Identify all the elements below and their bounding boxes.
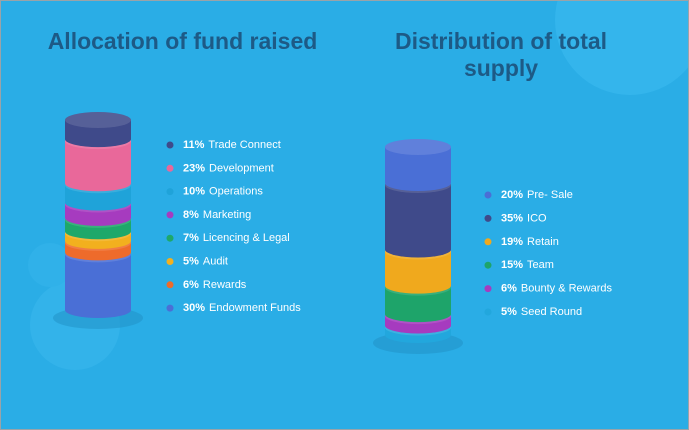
legend-label: Bounty & Rewards	[521, 283, 613, 295]
segment-highlight	[65, 112, 131, 128]
legend-label: Rewards	[203, 279, 247, 291]
legend-dot	[166, 164, 174, 172]
decor-circle	[28, 243, 72, 287]
legend-entry: 23% Development	[183, 162, 274, 174]
legend-label: Operations	[209, 186, 263, 198]
legend-value: 5%	[501, 306, 517, 318]
legend-value: 7%	[183, 232, 199, 244]
legend-entry: 7% Licencing & Legal	[183, 232, 290, 244]
legend-entry: 6% Bounty & Rewards	[501, 283, 613, 295]
legend-value: 20%	[501, 189, 523, 201]
legend-value: 35%	[501, 212, 523, 224]
legend-label: Endowment Funds	[209, 302, 301, 314]
cylinder-segment-top	[385, 139, 451, 155]
cylinder-segment-top	[65, 112, 131, 128]
legend-value: 6%	[183, 279, 199, 291]
segment-highlight	[385, 139, 451, 155]
chart-title: Distribution of total supply	[394, 28, 608, 81]
legend-label: Seed Round	[521, 306, 582, 318]
legend-label: Retain	[527, 236, 559, 248]
cylinder-segment	[65, 254, 131, 318]
legend-label: ICO	[527, 212, 547, 224]
legend-entry: 11% Trade Connect	[183, 139, 281, 151]
cylinder-segment	[385, 185, 451, 258]
legend-label: Pre- Sale	[527, 189, 573, 201]
legend-dot	[166, 258, 174, 265]
legend-entry: 15% Team	[501, 259, 554, 271]
legend-entry: 20% Pre- Sale	[501, 189, 573, 201]
legend-value: 19%	[501, 236, 523, 248]
legend-label: Licencing & Legal	[203, 232, 290, 244]
legend-label: Audit	[203, 255, 228, 267]
legend-dot	[166, 141, 174, 149]
legend-value: 15%	[501, 259, 523, 271]
legend-value: 8%	[183, 209, 199, 221]
legend-dot	[484, 261, 492, 269]
legend-value: 5%	[183, 255, 199, 267]
legend-dot	[484, 238, 492, 246]
legend-entry: 5% Audit	[183, 255, 228, 267]
legend-entry: 5% Seed Round	[501, 306, 582, 318]
legend-dot	[484, 285, 492, 293]
legend-entry: 10% Operations	[183, 186, 263, 198]
legend-dot	[484, 191, 492, 199]
legend-dot	[166, 234, 174, 242]
legend-entry: 6% Rewards	[183, 279, 247, 291]
legend-value: 30%	[183, 302, 205, 314]
legend-value: 10%	[183, 186, 205, 198]
cylinder-segment	[385, 287, 451, 323]
decor-circle	[555, 0, 689, 95]
legend-value: 6%	[501, 283, 517, 295]
legend-entry: 19% Retain	[501, 236, 559, 248]
legend-value: 11%	[183, 139, 205, 151]
legend-label: Team	[527, 259, 554, 271]
legend-value: 23%	[183, 162, 205, 174]
legend-dot	[484, 308, 492, 316]
legend-dot	[166, 211, 174, 219]
legend-dot	[484, 214, 492, 222]
cylinder-segment	[385, 251, 451, 294]
legend-dot	[166, 281, 174, 289]
legend-dot	[166, 188, 174, 196]
legend-label: Development	[209, 162, 274, 174]
legend-entry: 30% Endowment Funds	[183, 302, 301, 314]
cylinder-segment	[65, 141, 131, 192]
legend-entry: 35% ICO	[501, 212, 547, 224]
legend-entry: 8% Marketing	[183, 209, 251, 221]
chart-title: Allocation of fund raised	[47, 28, 318, 54]
legend-label: Trade Connect	[208, 139, 280, 151]
legend-dot	[166, 304, 174, 312]
legend-label: Marketing	[203, 209, 251, 221]
cylinder-segment	[385, 147, 451, 191]
